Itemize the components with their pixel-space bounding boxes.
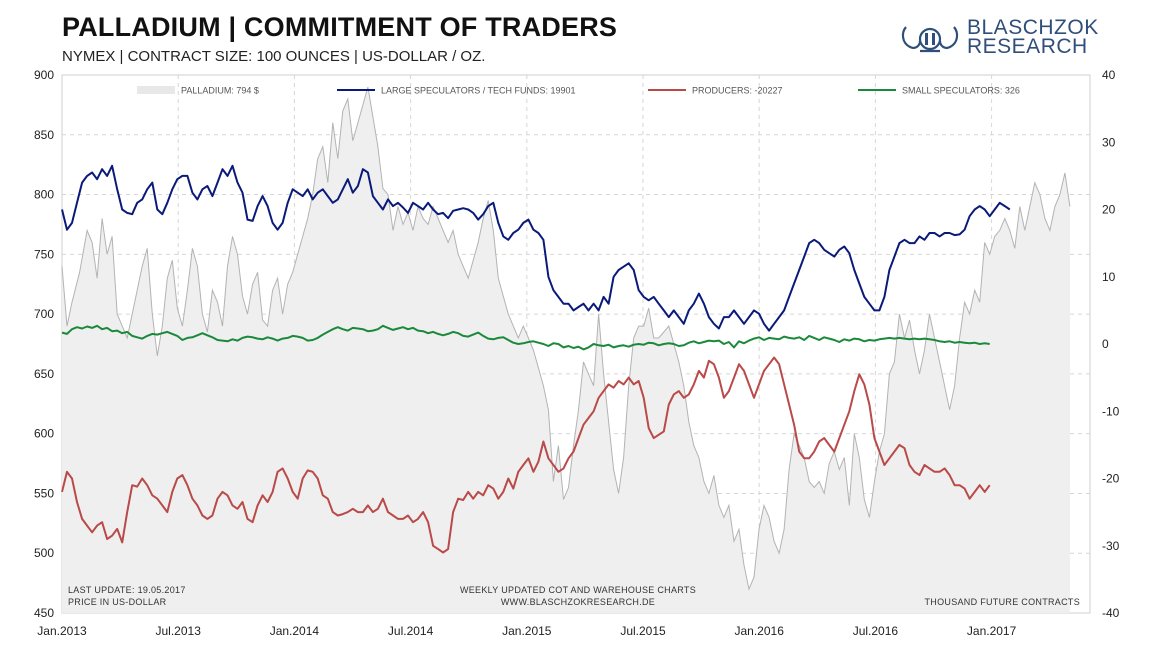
logo-line-1: BLASCHZOK	[967, 16, 1099, 39]
x-tick-label: Jan.2017	[967, 624, 1017, 638]
y-right-tick-label: -40	[1102, 606, 1120, 620]
legend-label: PRODUCERS: -20227	[692, 86, 783, 96]
x-tick-label: Jan.2013	[37, 624, 87, 638]
legend-label: SMALL SPECULATORS: 326	[902, 86, 1020, 96]
y-left-tick-label: 500	[34, 546, 54, 560]
x-tick-label: Jul.2016	[853, 624, 899, 638]
footer-weekly-note: WEEKLY UPDATED COT AND WAREHOUSE CHARTS	[460, 585, 696, 595]
y-right-tick-label: 30	[1102, 135, 1116, 149]
y-left-tick-label: 900	[34, 68, 54, 82]
chart-legend: PALLADIUM: 794 $ LARGE SPECULATORS / TECH…	[137, 86, 1020, 96]
x-tick-label: Jan.2014	[270, 624, 320, 638]
series-line-producers	[61, 356, 991, 554]
footer-website: WWW.BLASCHZOKRESEARCH.DE	[501, 597, 655, 607]
page-subtitle: NYMEX | CONTRACT SIZE: 100 OUNCES | US-D…	[62, 48, 486, 65]
brand-logo: BLASCHZOK RESEARCH	[967, 16, 1099, 58]
footer-last-update: LAST UPDATE: 19.05.2017	[68, 585, 186, 595]
page-title: PALLADIUM | COMMITMENT OF TRADERS	[62, 12, 618, 42]
y-left-tick-label: 700	[34, 307, 54, 321]
y-left-tick-label: 550	[34, 486, 54, 500]
footer-contract-unit: THOUSAND FUTURE CONTRACTS	[925, 597, 1081, 607]
series-line-palladium	[61, 86, 1071, 591]
x-tick-label: Jul.2014	[388, 624, 434, 638]
y-left-tick-label: 800	[34, 188, 54, 202]
y-right-tick-label: -10	[1102, 404, 1120, 418]
series-line-small-speculators	[61, 324, 990, 351]
y-left-tick-label: 450	[34, 606, 54, 620]
series-line-large-speculators	[61, 164, 1011, 332]
y-left-tick-label: 600	[34, 427, 54, 441]
x-tick-label: Jul.2013	[156, 624, 202, 638]
logo-line-2: RESEARCH	[967, 35, 1088, 58]
x-tick-label: Jul.2015	[620, 624, 666, 638]
legend-label: PALLADIUM: 794 $	[181, 86, 259, 96]
y-right-tick-label: 20	[1102, 203, 1116, 217]
y-right-tick-label: -30	[1102, 539, 1120, 553]
chart-footer: LAST UPDATE: 19.05.2017 PRICE IN US-DOLLA…	[68, 585, 1080, 607]
x-tick-label: Jan.2016	[735, 624, 785, 638]
y-right-tick-label: 10	[1102, 270, 1116, 284]
y-left-tick-label: 850	[34, 128, 54, 142]
y-right-tick-label: 40	[1102, 68, 1116, 82]
series-area-palladium	[62, 87, 1070, 613]
blaschzok-crest-icon	[901, 26, 959, 53]
legend-label: LARGE SPECULATORS / TECH FUNDS: 19901	[381, 86, 576, 96]
y-left-tick-label: 650	[34, 367, 54, 381]
legend-swatch	[137, 86, 175, 94]
y-left-tick-label: 750	[34, 247, 54, 261]
y-right-tick-label: -20	[1102, 472, 1120, 486]
footer-price-unit: PRICE IN US-DOLLAR	[68, 597, 167, 607]
y-right-tick-label: 0	[1102, 337, 1109, 351]
x-tick-label: Jan.2015	[502, 624, 552, 638]
